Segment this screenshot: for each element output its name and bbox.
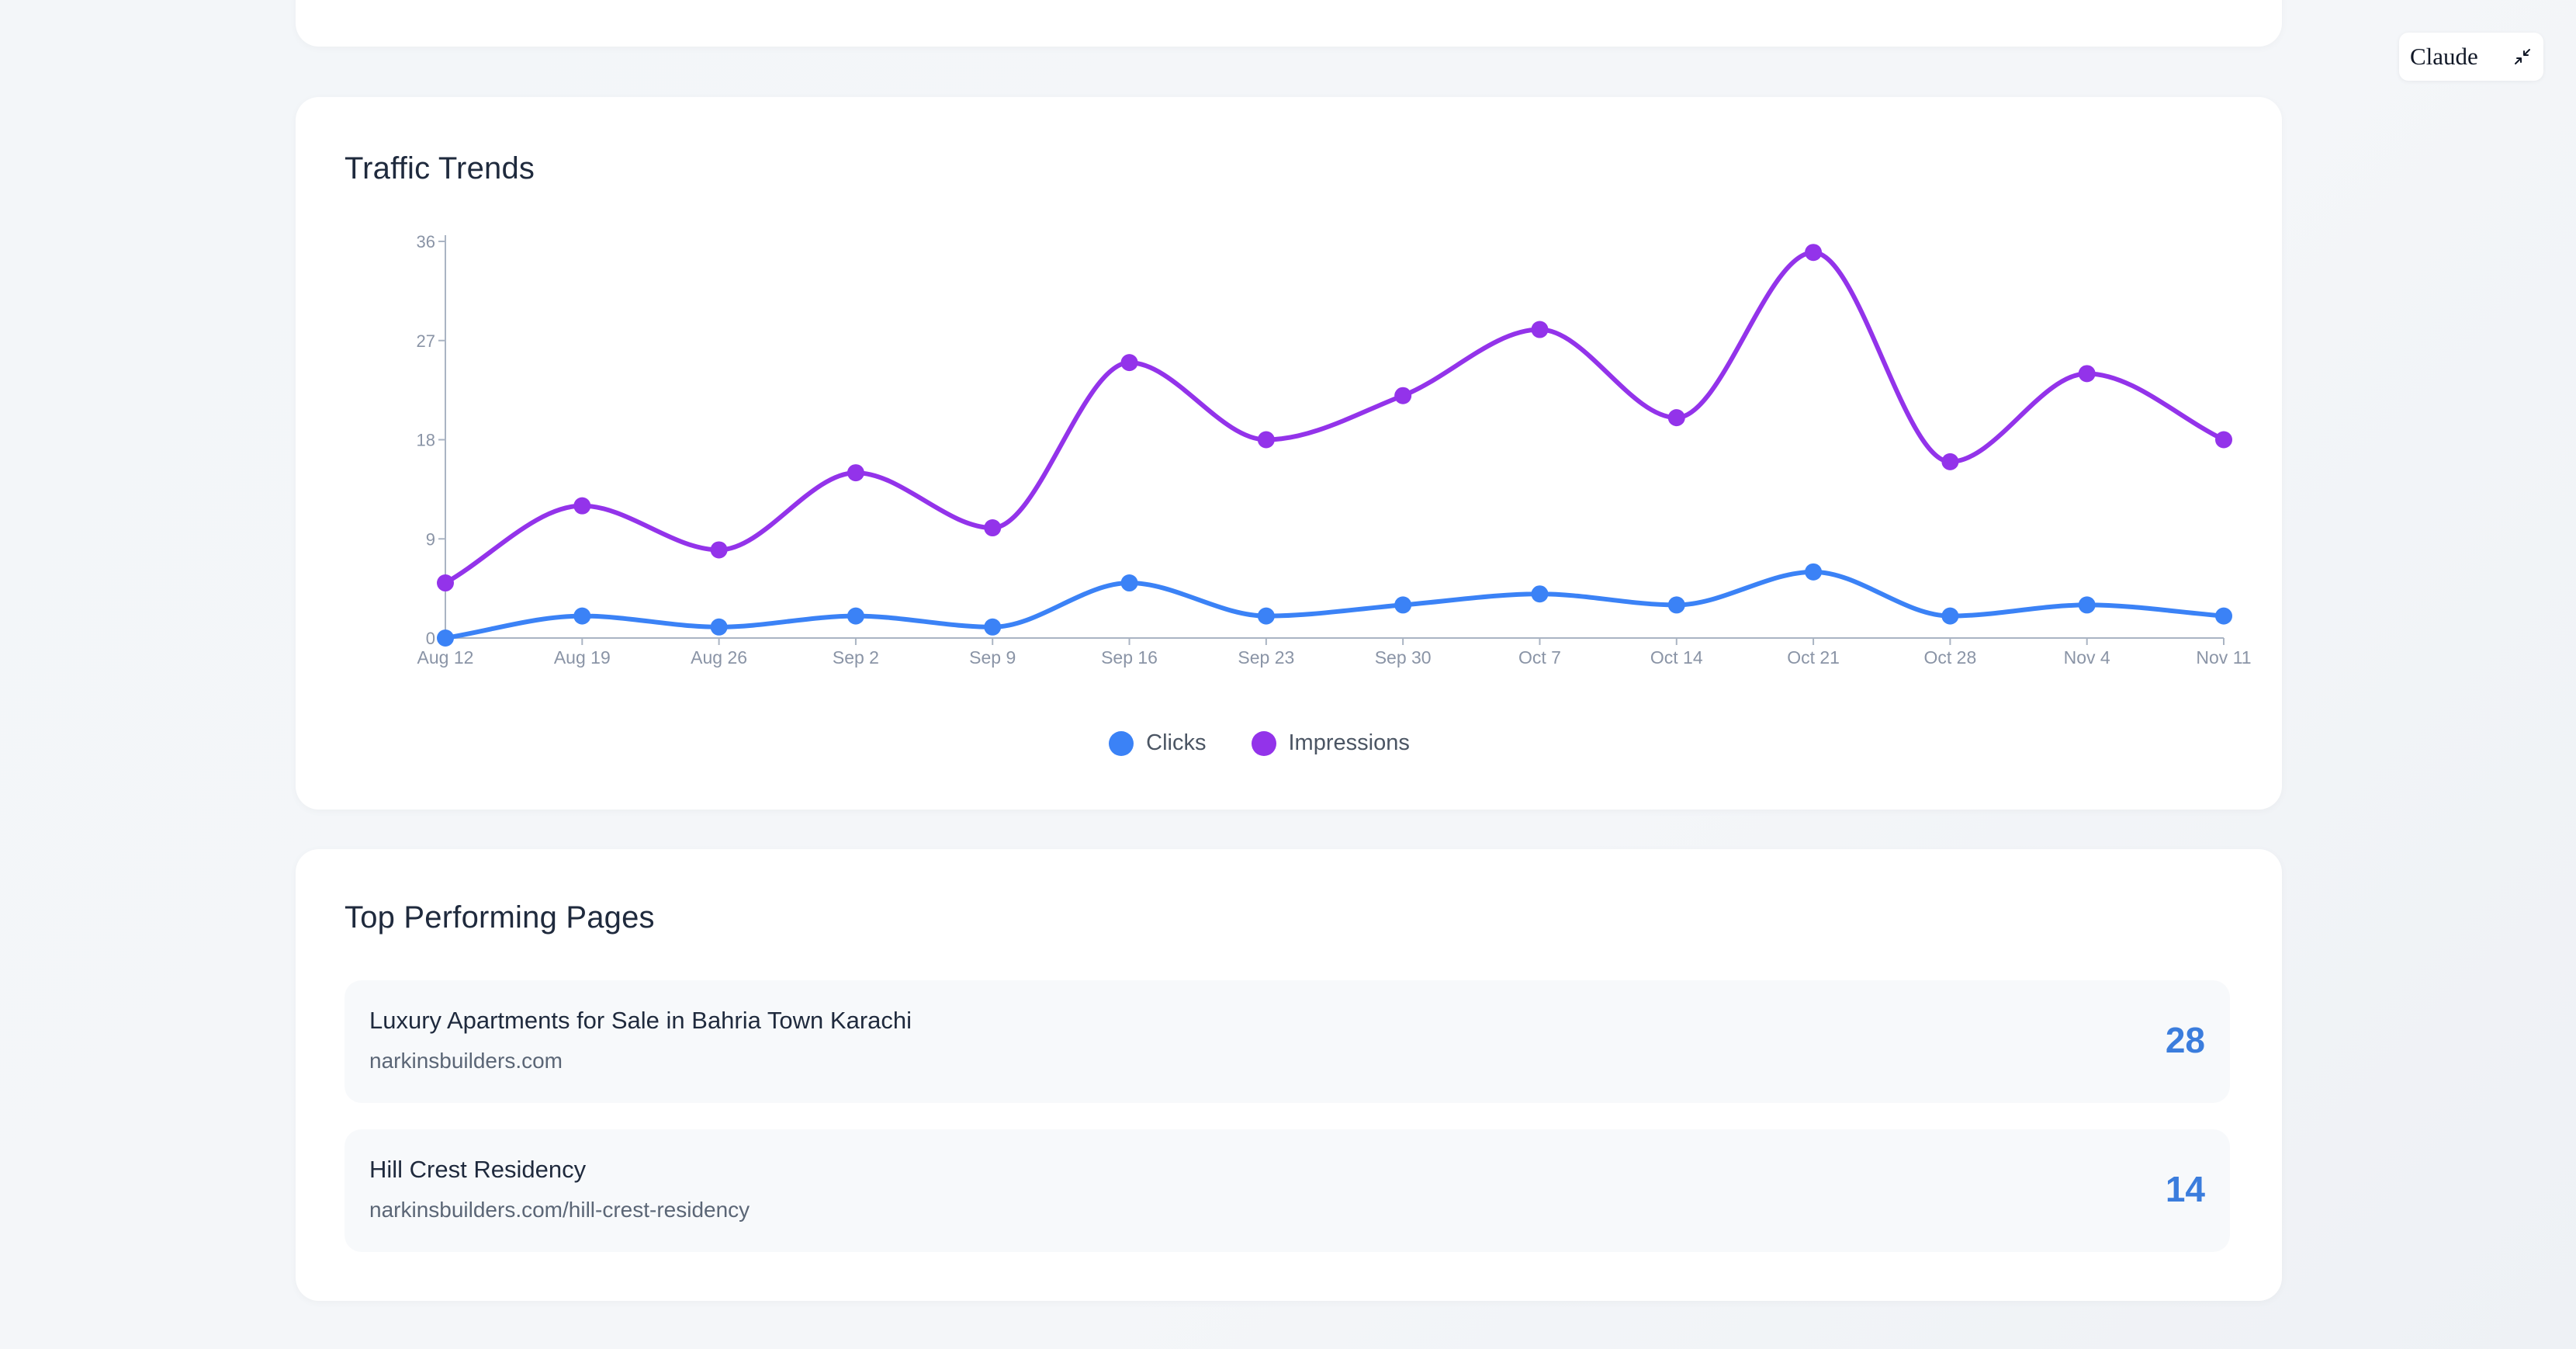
impressions-data-point [573,497,591,515]
clicks-data-point [2215,607,2232,625]
clicks-series-line [443,569,2226,640]
impressions-data-point [1394,387,1412,404]
clicks-data-point [710,618,728,636]
x-tick-label: Nov 4 [2064,647,2110,668]
impressions-series-line [443,250,2226,586]
page-url: narkinsbuilders.com/hill-crest-residency [369,1198,750,1222]
impressions-data-point [1667,409,1685,427]
page-row[interactable]: Luxury Apartments for Sale in Bahria Tow… [345,980,2230,1103]
y-tick-label: 0 [426,629,435,648]
clicks-data-point [1257,607,1275,625]
clicks-data-point [437,629,454,647]
page-title: Hill Crest Residency [369,1156,587,1183]
x-tick-label: Aug 19 [554,647,611,668]
legend-item-impressions[interactable]: Impressions [1251,730,1410,756]
x-tick-label: Aug 26 [691,647,747,668]
traffic-trends-card: Traffic Trends 0 9 18 27 36 Aug 12 Aug 19 Aug 2… [296,97,2282,810]
legend-label-impressions: Impressions [1288,730,1410,755]
impressions-data-point [710,541,728,559]
claude-badge[interactable]: Claude [2399,33,2543,81]
y-tick-label: 18 [417,431,435,450]
clicks-data-point [847,607,864,625]
legend-label-clicks: Clicks [1146,730,1207,755]
impressions-data-point [1805,244,1823,262]
clicks-data-point [1667,596,1685,614]
impressions-data-point [2078,365,2096,383]
clicks-data-point [573,607,591,625]
clicks-data-point [1394,596,1412,614]
impressions-data-point [1257,431,1275,449]
page-count: 28 [2165,1020,2205,1060]
x-tick-label: Aug 12 [417,647,474,668]
impressions-data-point [1941,453,1959,470]
traffic-trends-title: Traffic Trends [345,151,535,186]
top-pages-title: Top Performing Pages [345,900,655,935]
previous-card [296,0,2282,47]
chart-legend: Clicks Impressions [266,730,2252,756]
page-title: Luxury Apartments for Sale in Bahria Tow… [369,1007,912,1034]
clicks-legend-swatch [1109,730,1134,756]
clicks-data-point [2078,596,2096,614]
traffic-trends-chart: 0 9 18 27 36 Aug 12 Aug 19 Aug 26 Sep 2 Sep 9 Sep … [417,232,2252,668]
clicks-data-point [984,618,1002,636]
impressions-legend-swatch [1251,730,1276,756]
page-count: 14 [2165,1169,2205,1209]
x-tick-label: Sep 9 [969,647,1016,668]
clicks-data-point [1941,607,1959,625]
legend-item-clicks[interactable]: Clicks [1109,730,1207,756]
x-tick-label: Oct 28 [1924,647,1977,668]
x-tick-label: Nov 11 [2196,647,2251,668]
impressions-data-point [1120,354,1138,372]
x-tick-label: Sep 2 [833,647,879,668]
page-row[interactable]: Hill Crest Residency narkinsbuilders.com… [345,1129,2230,1252]
impressions-data-point [2215,431,2232,449]
y-tick-label: 9 [426,529,435,549]
impressions-data-point [1531,321,1549,338]
x-tick-label: Oct 21 [1787,647,1840,668]
collapse-icon[interactable] [2511,45,2534,68]
impressions-data-point [437,574,454,592]
clicks-data-point [1120,574,1138,592]
claude-label: Claude [2410,43,2478,70]
x-tick-label: Sep 30 [1375,647,1432,668]
impressions-data-point [984,519,1002,537]
page-url: narkinsbuilders.com [369,1049,563,1073]
x-tick-label: Sep 23 [1238,647,1294,668]
x-tick-label: Oct 7 [1518,647,1561,668]
y-tick-label: 36 [417,232,435,251]
y-tick-label: 27 [417,331,435,351]
clicks-data-point [1531,585,1549,603]
x-tick-label: Oct 14 [1650,647,1703,668]
top-pages-card: Top Performing Pages Luxury Apartments f… [296,849,2282,1301]
impressions-data-point [847,464,864,482]
clicks-data-point [1805,563,1823,581]
x-tick-label: Sep 16 [1101,647,1158,668]
